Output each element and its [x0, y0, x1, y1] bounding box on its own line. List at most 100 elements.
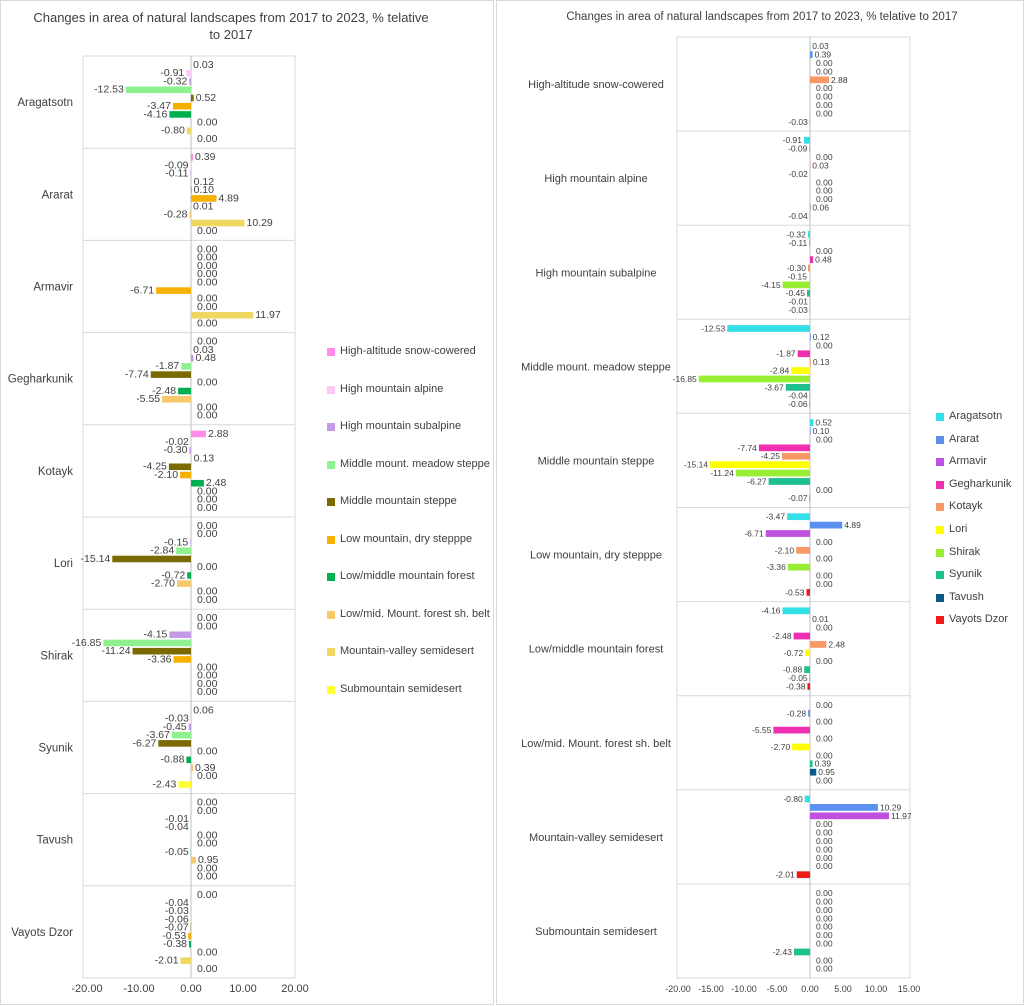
- chart-left-legend-label: Submountain semidesert: [340, 682, 491, 697]
- chart-left-data-label-syunik-middle-mountain-steppe: -6.27: [132, 737, 156, 749]
- chart-left-x-tick-label: -10.00: [123, 983, 154, 995]
- chart-left-data-label-lori-low-mountain-dry-stepppe: 0.00: [197, 561, 218, 573]
- chart-left-legend-label: High mountain subalpine: [340, 419, 491, 434]
- chart-right-category-label-mountain-valley-semidesert: Mountain-valley semidesert: [529, 832, 663, 844]
- chart-right-bar-low-mid-mount-forest-sh-belt-ararat: [808, 710, 810, 717]
- chart-left-data-label-tavush-middle-mount-meadow-steppe: -0.04: [165, 821, 189, 833]
- chart-left-bar-vayots-dzor-low-mountain-dry-stepppe: [188, 933, 191, 940]
- chart-right-legend-label: Shirak: [949, 545, 1023, 560]
- chart-right-category-label-high-mountain-alpine: High mountain alpine: [544, 173, 647, 185]
- chart-right-data-label-high-mountain-alpine-kotayk: -0.02: [788, 169, 808, 179]
- chart-left-data-label-armavir-middle-mountain-steppe: 0.00: [197, 276, 218, 288]
- chart-right-bar-middle-mountain-steppe-syunik: [769, 478, 810, 485]
- chart-left-bar-tavush-low-mid-mount-forest-sh-belt: [191, 857, 196, 864]
- chart-right-data-label-middle-mount-meadow-steppe-kotayk: 0.13: [813, 357, 830, 367]
- chart-right-bar-middle-mount-meadow-steppe-gegharkunik: [798, 350, 810, 357]
- chart-right-bar-low-mountain-dry-stepppe-shirak: [788, 564, 810, 571]
- chart-right-category-label-high-mountain-subalpine: High mountain subalpine: [535, 267, 656, 279]
- chart-right-bar-middle-mountain-steppe-lori: [710, 461, 810, 468]
- chart-left-bar-vayots-dzor-low-middle-mountain-forest: [189, 941, 191, 948]
- chart-right-data-label-low-middle-mountain-forest-vayots-dzor: -0.38: [786, 681, 806, 691]
- chart-right-data-label-low-mid-mount-forest-sh-belt-gegharkunik: -5.55: [752, 725, 772, 735]
- chart-right-x-tick-label: -20.00: [665, 984, 691, 994]
- chart-right-bar-middle-mount-meadow-steppe-syunik: [786, 384, 810, 391]
- chart-right-bar-mountain-valley-semidesert-ararat: [810, 804, 878, 811]
- chart-right-bar-middle-mount-meadow-steppe-kotayk: [810, 359, 811, 366]
- chart-left-bar-kotayk-high-mountain-subalpine: [189, 447, 191, 454]
- chart-right-data-label-low-middle-mountain-forest-shirak: 0.00: [816, 656, 833, 666]
- chart-left-data-label-ararat-low-mountain-dry-stepppe: 4.89: [218, 192, 239, 204]
- chart-left-bar-kotayk-low-mountain-dry-stepppe: [180, 472, 191, 479]
- chart-right-category-label-middle-mountain-steppe: Middle mountain steppe: [538, 455, 655, 467]
- chart-left-data-label-gegharkunik-submountain-semidesert: 0.00: [197, 410, 218, 422]
- chart-right-data-label-high-altitude-snow-cowered-vayots-dzor: -0.03: [788, 117, 808, 127]
- chart-right-data-label-low-mid-mount-forest-sh-belt-lori: -2.70: [771, 742, 791, 752]
- chart-right-data-label-middle-mountain-steppe-gegharkunik: -7.74: [738, 443, 758, 453]
- chart-left-x-tick-label: -20.00: [71, 983, 102, 995]
- chart-left-category-label-shirak: Shirak: [40, 650, 73, 662]
- chart-left-data-label-tavush-low-middle-mountain-forest: -0.05: [165, 846, 189, 858]
- chart-right-bar-middle-mountain-steppe-ararat: [810, 428, 811, 435]
- chart-right-data-label-low-mountain-dry-stepppe-kotayk: -2.10: [775, 545, 795, 555]
- chart-left-data-label-shirak-high-mountain-alpine: 0.00: [197, 620, 218, 632]
- chart-right-bar-middle-mountain-steppe-aragatsotn: [810, 419, 813, 426]
- chart-right-legend-label: Syunik: [949, 567, 1023, 582]
- chart-left-data-label-syunik-high-altitude-snow-cowered: 0.06: [193, 704, 214, 716]
- chart-right-data-label-low-mid-mount-forest-sh-belt-vayots-dzor: 0.00: [816, 776, 833, 786]
- chart-right-data-label-middle-mountain-steppe-armavir: 0.00: [816, 434, 833, 444]
- chart-left-bar-kotayk-middle-mount-meadow-steppe: [191, 455, 192, 462]
- chart-right-data-label-high-mountain-alpine-gegharkunik: 0.03: [812, 160, 829, 170]
- chart-right-data-label-middle-mountain-steppe-lori: -15.14: [684, 460, 708, 470]
- chart-left-data-label-tavush-high-mountain-alpine: 0.00: [197, 805, 218, 817]
- chart-right-bar-low-mountain-dry-stepppe-armavir: [766, 530, 810, 537]
- chart-right-legend-swatch: [936, 571, 944, 579]
- chart-left-legend-label: Low/mid. Mount. forest sh. belt: [340, 607, 491, 622]
- chart-right-legend-swatch: [936, 549, 944, 557]
- chart-left-data-label-kotayk-high-mountain-subalpine: -0.30: [164, 444, 188, 456]
- chart-left-bar-aragatsotn-middle-mount-meadow-steppe: [126, 86, 191, 93]
- chart-left-bar-syunik-low-mid-mount-forest-sh-belt: [191, 765, 193, 772]
- chart-left-bar-gegharkunik-middle-mountain-steppe: [151, 371, 191, 378]
- chart-left-category-label-vayots-dzor: Vayots Dzor: [11, 927, 73, 939]
- chart-right-legend-label: Gegharkunik: [949, 477, 1023, 492]
- chart-left-legend-swatch: [327, 648, 335, 656]
- chart-left-legend-label: High mountain alpine: [340, 382, 491, 397]
- chart-right-bar-high-mountain-subalpine-ararat: [809, 239, 810, 246]
- chart-right-bar-submountain-semidesert-syunik: [794, 949, 810, 956]
- chart-left-data-label-ararat-middle-mountain-steppe: 0.10: [194, 184, 215, 196]
- chart-left-bar-aragatsotn-mountain-valley-semidesert: [187, 128, 191, 135]
- chart-left-legend-swatch: [327, 348, 335, 356]
- chart-right-legend-swatch: [936, 413, 944, 421]
- chart-right-category-label-middle-mount-meadow-steppe: Middle mount. meadow steppe: [521, 361, 671, 373]
- chart-left-data-label-gegharkunik-low-mid-mount-forest-sh-belt: -5.55: [136, 393, 160, 405]
- chart-right-data-label-high-mountain-alpine-tavush: 0.06: [812, 203, 829, 213]
- chart-left-bar-shirak-low-mountain-dry-stepppe: [174, 656, 191, 663]
- chart-left-bar-gegharkunik-low-middle-mountain-forest: [178, 388, 191, 395]
- chart-left-data-label-kotayk-high-altitude-snow-cowered: 2.88: [208, 428, 229, 440]
- chart-left-data-label-gegharkunik-low-mountain-dry-stepppe: 0.00: [197, 377, 218, 389]
- chart-left-bar-aragatsotn-low-middle-mountain-forest: [169, 111, 191, 118]
- chart-left-category-label-kotayk: Kotayk: [38, 466, 73, 478]
- chart-right-legend-swatch: [936, 594, 944, 602]
- chart-right-bar-low-mountain-dry-stepppe-aragatsotn: [787, 513, 810, 520]
- chart-right-data-label-mountain-valley-semidesert-vayots-dzor: -2.01: [775, 870, 795, 880]
- chart-right-data-label-low-mountain-dry-stepppe-ararat: 4.89: [844, 520, 861, 530]
- chart-left-data-label-armavir-mountain-valley-semidesert: 11.97: [255, 309, 281, 321]
- chart-right-bar-middle-mount-meadow-steppe-lori: [791, 367, 810, 374]
- chart-left-data-label-vayots-dzor-low-middle-mountain-forest: -0.38: [163, 938, 187, 950]
- chart-left-legend-swatch: [327, 611, 335, 619]
- chart-right-bar-low-middle-mountain-forest-vayots-dzor: [807, 683, 810, 690]
- chart-left-legend-label: High-altitude snow-cowered: [340, 344, 491, 359]
- chart-right-bar-mountain-valley-semidesert-vayots-dzor: [797, 871, 810, 878]
- chart-left-bar-gegharkunik-high-mountain-subalpine: [191, 355, 193, 362]
- chart-right-data-label-low-middle-mountain-forest-kotayk: 2.48: [828, 639, 845, 649]
- chart-right-bar-middle-mount-meadow-steppe-aragatsotn: [727, 325, 810, 332]
- chart-left-data-label-ararat-high-altitude-snow-cowered: 0.39: [195, 151, 216, 163]
- chart-right-bar-low-mid-mount-forest-sh-belt-gegharkunik: [773, 727, 810, 734]
- chart-right-bar-low-mid-mount-forest-sh-belt-syunik: [810, 760, 813, 767]
- chart-left-bar-syunik-submountain-semidesert: [178, 781, 191, 788]
- chart-left-bar-syunik-low-middle-mountain-forest: [186, 757, 191, 764]
- chart-right-category-label-submountain-semidesert: Submountain semidesert: [535, 926, 657, 938]
- chart-left-data-label-aragatsotn-low-mid-mount-forest-sh-belt: 0.00: [197, 117, 218, 129]
